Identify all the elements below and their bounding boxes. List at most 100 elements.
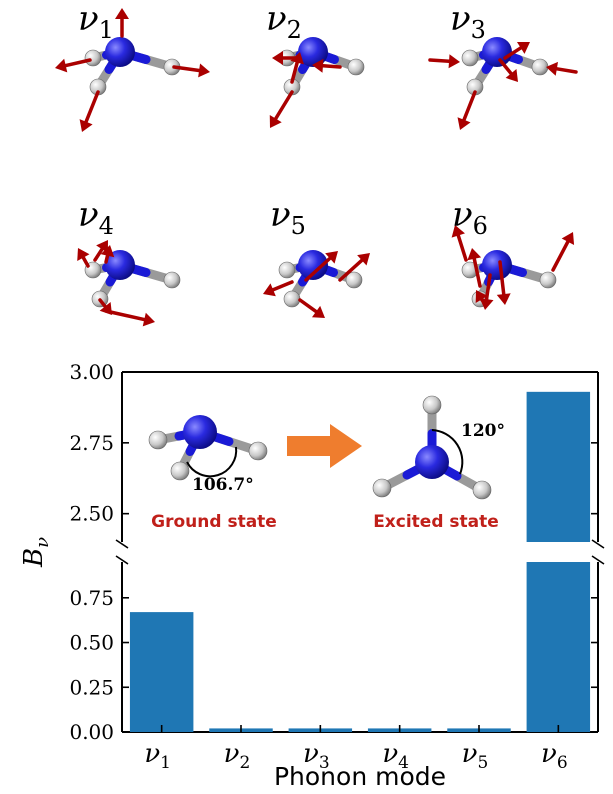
nitrogen-atom (183, 415, 217, 449)
arrow-head (467, 248, 482, 261)
hydrogen-atom (283, 290, 301, 308)
arrow-head (96, 240, 108, 254)
mode-panel-5: ν5 (263, 195, 370, 318)
displacement-arrow (98, 298, 107, 309)
mode-symbol: ν (78, 0, 99, 39)
hydrogen-atom (539, 271, 557, 289)
transition-arrow (287, 424, 362, 468)
mode-symbol: ν (78, 195, 99, 235)
x-axis-title: Phonon mode (274, 762, 446, 791)
ground-angle-label: 106.7° (192, 475, 254, 495)
mode-subscript: 2 (287, 16, 302, 44)
displacement-arrow (498, 58, 513, 76)
xtick-symbol: ν (382, 739, 398, 769)
displacement-arrow (484, 273, 492, 301)
ytick-label: 0.75 (69, 586, 114, 610)
y-axis-title: Bν (19, 537, 53, 568)
bar (526, 391, 591, 542)
hydrogen-atom (345, 271, 363, 289)
displacement-arrow (462, 90, 477, 122)
arrow-head (79, 119, 93, 132)
displacement-arrow (428, 58, 451, 64)
mode-panel-6: ν6 (451, 195, 575, 310)
displacement-arrow (290, 60, 299, 84)
displacement-arrow (104, 309, 147, 322)
mode-panel-1: ν1 (55, 0, 210, 132)
mode-symbol: ν (270, 195, 291, 235)
arrow-head (269, 114, 282, 128)
displacement-arrow (472, 257, 482, 288)
angle-arc-excited (431, 429, 464, 475)
arrow-head (561, 232, 575, 245)
displacement-arrow (172, 65, 201, 73)
arrow-head (55, 58, 68, 73)
arrow-head (311, 305, 325, 318)
axis-break-mark (591, 539, 605, 549)
nitrogen-atom (105, 37, 135, 67)
nitrogen-atom (482, 250, 512, 280)
xtick-subscript: 5 (477, 753, 488, 773)
ground-state-label: Ground state (151, 512, 277, 532)
xtick-subscript: 4 (398, 753, 409, 773)
xtick-symbol: ν (224, 739, 240, 769)
y-axis-symbol: B (19, 548, 49, 568)
displacement-arrow (321, 64, 342, 69)
axis-break-mark (591, 555, 605, 565)
arrow-head (77, 248, 90, 262)
arrow-head (198, 63, 210, 78)
arrow-head (475, 290, 488, 304)
nitrogen-atom (105, 250, 135, 280)
excited-state-label: Excited state (373, 512, 499, 532)
nitrogen-atom (482, 37, 512, 67)
arrow-head (312, 58, 324, 73)
arrow-head (290, 52, 304, 65)
hydrogen-atom (248, 441, 268, 461)
xtick-label: ν6 (541, 739, 568, 773)
nitrogen-atom (298, 250, 328, 280)
displacement-arrow (271, 280, 294, 292)
xtick-label: ν3 (303, 739, 330, 773)
hydrogen-atom (84, 49, 102, 67)
mode-panel-2: ν2 (266, 0, 365, 128)
xtick-label: ν5 (462, 739, 489, 773)
nitrogen-atom (298, 37, 328, 67)
hydrogen-atom (472, 480, 492, 500)
mode-symbol: ν (266, 0, 287, 39)
mode-panel-3: ν3 (428, 0, 578, 130)
mode-subscript: 1 (99, 16, 114, 44)
displacement-arrow (555, 67, 578, 74)
arrow-head (496, 293, 511, 305)
displacement-arrow (81, 255, 90, 268)
displacement-arrow (298, 298, 318, 314)
arrow-head (546, 61, 559, 76)
hydrogen-atom (163, 271, 181, 289)
y-axis-subscript: ν (32, 537, 53, 548)
mode-label: ν3 (450, 0, 486, 44)
geometry-inset: 106.7° Ground state 120° Excited state (148, 395, 505, 532)
hydrogen-atom (422, 395, 442, 415)
xtick-subscript: 6 (557, 753, 568, 773)
mode-symbol: ν (452, 195, 473, 235)
ytick-label: 0.50 (69, 631, 114, 655)
arrow-head (100, 245, 115, 258)
mode-label: ν4 (78, 195, 114, 240)
xtick-symbol: ν (303, 739, 319, 769)
displacement-arrow (63, 58, 92, 68)
arrow-head (457, 117, 471, 130)
arrow-head (505, 69, 518, 82)
displacement-arrow (93, 247, 104, 262)
hydrogen-atom (148, 430, 168, 450)
hydrogen-atom (461, 49, 479, 67)
ytick-label: 3.00 (69, 360, 114, 384)
mode-label: ν5 (270, 195, 306, 240)
mode-label: ν6 (452, 195, 488, 240)
bar (129, 612, 194, 732)
mode-symbol: ν (450, 0, 471, 39)
arrow-head (272, 51, 283, 65)
displacement-arrow (84, 90, 100, 124)
hydrogen-atom (347, 58, 365, 76)
arrow-head (115, 8, 129, 19)
displacement-arrow (503, 46, 523, 60)
